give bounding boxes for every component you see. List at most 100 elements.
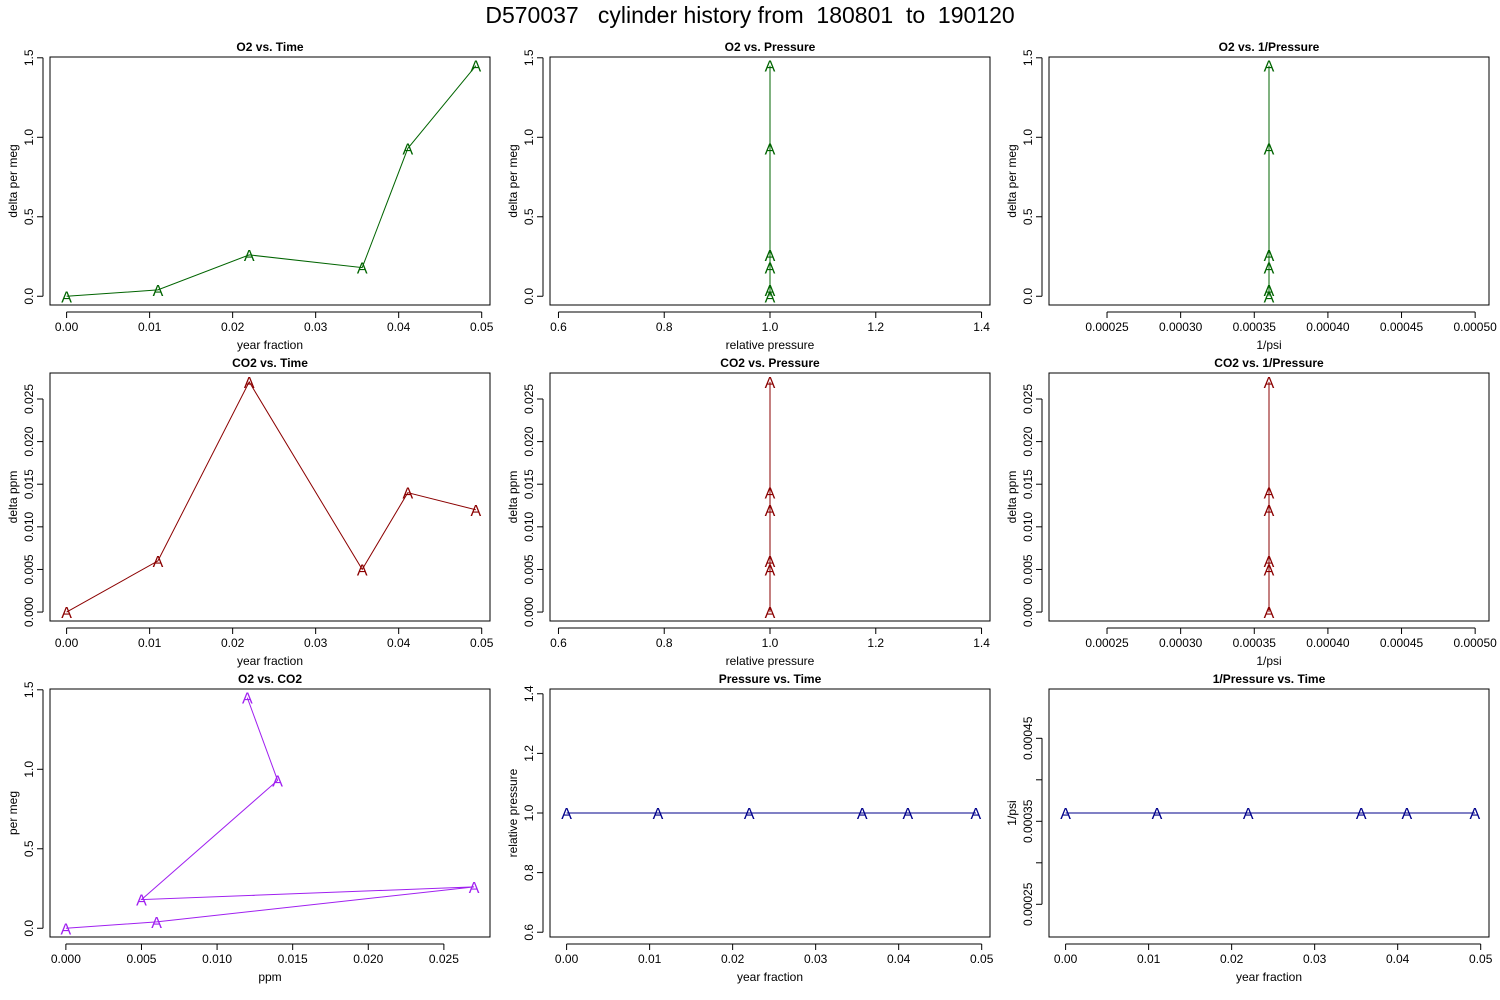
y-tick-label: 0.0 <box>22 920 36 937</box>
x-tick-label: 0.005 <box>126 952 156 966</box>
data-point: A <box>244 375 255 392</box>
data-point: A <box>1264 59 1275 76</box>
x-tick-label: 0.00045 <box>1380 636 1424 650</box>
data-point: A <box>1264 605 1275 622</box>
plot-frame <box>1048 688 1490 938</box>
x-tick-label: 1.2 <box>867 636 884 650</box>
x-tick-label: 0.00035 <box>1233 636 1277 650</box>
chart-co2-time: CO2 vs. Time 0.00 0.01 0.02 0.03 0.04 0.05 year… <box>6 356 494 668</box>
chart-o2-pressure: O2 vs. Pressure 0.6 0.8 1.0 1.2 1.4 relative p… <box>506 40 991 352</box>
x-tick-label: 0.00025 <box>1085 636 1129 650</box>
x-axis: 0.00 0.01 0.02 0.03 0.04 0.05 year fraction <box>1054 943 1493 984</box>
x-tick-label: 1.4 <box>973 636 990 650</box>
y-axis: 0.0 0.5 1.0 1.5 delta per meg <box>506 49 544 305</box>
x-tick-label: 0.6 <box>550 320 567 334</box>
x-tick-label: 1.0 <box>762 636 779 650</box>
x-tick-label: 0.00035 <box>1233 320 1277 334</box>
x-tick-label: 0.00030 <box>1159 320 1203 334</box>
x-axis-label: relative pressure <box>726 338 815 352</box>
chart-title: O2 vs. Time <box>236 40 303 54</box>
x-tick-label: 1.4 <box>973 320 990 334</box>
y-tick-label: 0.5 <box>522 208 536 225</box>
y-tick-label: 1.2 <box>522 745 536 762</box>
x-tick-label: 0.00050 <box>1453 320 1497 334</box>
data-point: A <box>1264 554 1275 571</box>
plot-frame <box>49 56 491 306</box>
data-point: A <box>1264 289 1275 306</box>
x-tick-label: 0.01 <box>138 320 162 334</box>
x-axis-label: year fraction <box>237 338 303 352</box>
data-point: A <box>765 248 776 265</box>
x-tick-label: 0.00045 <box>1380 320 1424 334</box>
data-point: A <box>902 806 913 823</box>
y-tick-label: 0.005 <box>522 554 536 584</box>
y-tick-label: 0.020 <box>1021 426 1035 456</box>
chart-title: 1/Pressure vs. Time <box>1213 672 1326 686</box>
plot-frame <box>49 372 491 622</box>
data-point: A <box>1264 261 1275 278</box>
x-tick-label: 0.01 <box>638 952 662 966</box>
data-point: A <box>765 141 776 158</box>
series-line <box>66 380 477 613</box>
x-tick-label: 0.8 <box>656 320 673 334</box>
x-axis: 0.6 0.8 1.0 1.2 1.4 relative pressure <box>550 627 990 668</box>
x-axis-label: year fraction <box>237 654 303 668</box>
y-tick-label: 0.015 <box>1021 469 1035 499</box>
y-tick-label: 0.000 <box>1021 597 1035 627</box>
x-tick-label: 0.03 <box>304 636 328 650</box>
x-tick-label: 0.05 <box>970 952 994 966</box>
y-axis-label: per meg <box>6 791 20 835</box>
y-tick-label: 0.00045 <box>1021 716 1035 760</box>
data-point: A <box>765 486 776 503</box>
data-point: A <box>1356 806 1367 823</box>
data-point: A <box>1470 806 1481 823</box>
chart-o2-time: O2 vs. Time 0.00 0.01 0.02 0.03 0.04 0.05 year … <box>6 40 494 352</box>
data-point: A <box>357 562 368 579</box>
x-tick-label: 0.025 <box>429 952 459 966</box>
y-tick-label: 0.000 <box>522 597 536 627</box>
y-axis: 0.0 0.5 1.0 1.5 delta per meg <box>1005 49 1043 305</box>
x-tick-label: 0.00 <box>555 952 579 966</box>
chart-title: CO2 vs. Pressure <box>720 356 820 370</box>
data-point: A <box>61 921 72 938</box>
x-axis-label: year fraction <box>737 970 803 984</box>
y-tick-label: 0.020 <box>22 426 36 456</box>
y-tick-label: 0.5 <box>22 208 36 225</box>
plot-frame <box>549 688 991 938</box>
y-axis: 0.6 0.8 1.0 1.2 1.4 relative pressure <box>506 685 544 941</box>
x-axis-label: year fraction <box>1236 970 1302 984</box>
x-tick-label: 0.02 <box>221 636 245 650</box>
y-tick-label: 1.5 <box>22 49 36 66</box>
y-tick-label: 0.0 <box>1021 288 1035 305</box>
y-tick-label: 1.5 <box>522 49 536 66</box>
data-point: A <box>653 806 664 823</box>
data-point: A <box>765 605 776 622</box>
x-tick-label: 1.0 <box>762 320 779 334</box>
x-tick-label: 0.01 <box>138 636 162 650</box>
data-point: A <box>765 261 776 278</box>
x-axis: 0.00 0.01 0.02 0.03 0.04 0.05 year fraction <box>55 627 494 668</box>
data-point: A <box>1264 375 1275 392</box>
plot-frame <box>549 56 991 306</box>
data-point: A <box>744 806 755 823</box>
data-point: A <box>151 915 162 932</box>
data-point: A <box>153 554 164 571</box>
data-point: A <box>1401 806 1412 823</box>
plot-frame <box>1048 372 1490 622</box>
y-axis-label: delta per meg <box>6 144 20 217</box>
chart-invpressure-time: 1/Pressure vs. Time 0.00 0.01 0.02 0.03 0.04 0… <box>1005 672 1493 984</box>
x-axis-label: 1/psi <box>1256 654 1281 668</box>
data-point: A <box>61 605 72 622</box>
y-tick-label: 1.0 <box>522 804 536 821</box>
chart-title: CO2 vs. 1/Pressure <box>1214 356 1324 370</box>
y-tick-label: 0.005 <box>22 554 36 584</box>
x-axis: 0.000 0.005 0.010 0.015 0.020 0.025 ppm <box>51 943 459 984</box>
y-tick-label: 0.010 <box>22 511 36 541</box>
y-axis: 0.000 0.005 0.010 0.015 0.020 0.025 delta ppm <box>1005 384 1043 627</box>
x-tick-label: 0.00 <box>1054 952 1078 966</box>
y-tick-label: 0.010 <box>522 511 536 541</box>
x-tick-label: 0.000 <box>51 952 81 966</box>
